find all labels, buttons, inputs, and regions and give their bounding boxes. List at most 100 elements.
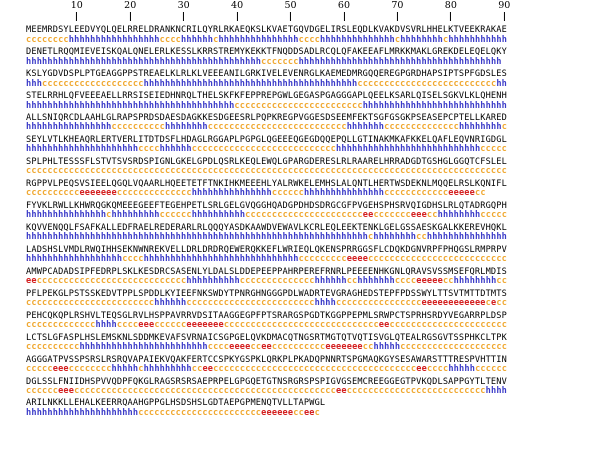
ss-run-h: hhhhhh bbox=[154, 298, 187, 309]
ss-run-c: cccccccccccccccccccccc bbox=[245, 210, 363, 221]
ss-run-c: cccccc bbox=[271, 188, 304, 199]
ss-run-c: cccc bbox=[159, 34, 182, 45]
sequence-block: KQVVENQQLFSAFKALLEDFRAELREDERARLRLQQQYAS… bbox=[26, 223, 592, 243]
ss-run-c: cccccc bbox=[26, 386, 59, 397]
ss-run-e: eeeee bbox=[448, 188, 475, 199]
ss-run-h: hhhhhhhhhhhhhhhhhhhhh bbox=[26, 144, 139, 155]
secondary-structure-row: cccccccccccccccccccccccchhhhhh cccccccccc… bbox=[26, 298, 592, 309]
ss-run-h: hhh bbox=[26, 78, 43, 89]
ss-run-c: c bbox=[213, 34, 219, 45]
ss-run-h: hhhhhhhhhhhhhhh bbox=[426, 232, 508, 243]
ruler-tick-90: 90 bbox=[498, 0, 510, 21]
secondary-structure-row: cccccccccchhhhhhhhhhhhhhhhhhhhhhhhccccee… bbox=[26, 342, 592, 353]
secondary-structure-row: ccccceeecccccccchhhhhchhhhhhhhhcceeccccc… bbox=[26, 364, 592, 375]
ss-run-c: cccccccccccc bbox=[384, 188, 449, 199]
ss-run-e: eeeeeee bbox=[325, 342, 363, 353]
ss-run-c: cccccccccccccc bbox=[116, 188, 192, 199]
ss-run-c: cccccccccccccccccccccccc bbox=[234, 100, 363, 111]
sequence-block: DGLSSLFNIIDHSPVVQDPFQKGLRAGSRSRSAEPRPELG… bbox=[26, 377, 592, 397]
ss-run-e: eeeeeeeeeeee bbox=[421, 298, 486, 309]
ss-run-h: hhhhhh bbox=[159, 144, 192, 155]
ss-run-h: hhhhhh bbox=[181, 34, 214, 45]
sequence-block: FYVKLRWLLKHWRQGKQMEEEGEEFTEGEHPETLSRLGEL… bbox=[26, 201, 592, 221]
ruler-tick-mark bbox=[396, 12, 398, 21]
ss-run-c: cccc bbox=[394, 276, 417, 287]
ss-run-h: hhhhhhh bbox=[346, 122, 385, 133]
ss-run-c: cccccccccccccccccccccccccc bbox=[368, 254, 508, 265]
secondary-structure-row: hhhhhhhhhhhhhhhhhhhhhhhhhhhhhhhhhhhhhhhh… bbox=[26, 56, 592, 68]
ss-run-c: cccc bbox=[122, 254, 144, 265]
ss-run-c: ccccccccccccccccccccccc bbox=[138, 408, 262, 419]
amino-acid-sequence-row: PFLPEKGLPSTSSKEDVTPPLSPDDLKYIEEFNKSWDYTP… bbox=[26, 288, 507, 299]
sequence-block: RGPPVLPEQSVSIEELQGQLVQAARLHQEETETFTNKIHK… bbox=[26, 178, 592, 199]
ss-run-c: cccccccccccccccccccccc bbox=[389, 320, 508, 331]
ss-run-e: ee bbox=[378, 320, 390, 331]
ss-run-h: hhhhhhhhhhhhhhh bbox=[26, 210, 107, 221]
ss-run-c: cccccccc bbox=[68, 364, 112, 375]
ss-run-c: cccccccccccccccccccccccccc bbox=[357, 78, 497, 89]
ss-run-h: hhhhhhhhhhhhhhhhhhhhhhhhhhhhhhhhhhhhhhh bbox=[26, 100, 235, 111]
secondary-structure-row: cccccceeeccccccccccccccccccccccccccccccc… bbox=[26, 386, 592, 397]
ss-run-c: cccccc bbox=[475, 364, 508, 375]
sequence-block: STELRRHLQFVEEEAELLRRSISEIEDHNRQLTHELSKFK… bbox=[26, 91, 592, 112]
sequence-block: SPLPHLTESSSFLSTVTSVSRDSPIGNLGKELGPDLQSRL… bbox=[26, 157, 592, 177]
ss-run-c: cccccccccccccccccccccccccccc bbox=[36, 276, 187, 287]
ss-run-c: cc bbox=[293, 408, 304, 419]
ss-run-h: hhhhhhhhhh bbox=[186, 276, 240, 287]
ss-run-h: hhhhhhhh bbox=[164, 122, 208, 133]
ss-run-c: cc bbox=[475, 188, 486, 199]
ss-run-h: hhhhh bbox=[448, 364, 476, 375]
ss-run-c: ccccccccc bbox=[298, 254, 347, 265]
sequence-block: DENETLRQQMIEVEISKQALQNELERLKESSLKRRSTREM… bbox=[26, 46, 592, 68]
secondary-structure-row: cccccccccccccccccccccccccccccccccccccccc… bbox=[26, 167, 592, 177]
ss-run-h: hhhhhhhhhhh bbox=[448, 34, 508, 45]
ss-run-c: c bbox=[138, 364, 144, 375]
ss-run-c: cc bbox=[496, 276, 508, 287]
ruler-tick-30: 30 bbox=[178, 0, 190, 21]
ss-run-c: cccccc bbox=[154, 320, 187, 331]
ss-run-c: ccccccc bbox=[261, 56, 299, 67]
ss-run-c: cccccccccccccccccccccccccc bbox=[346, 386, 486, 397]
ss-run-h: hhhhhh bbox=[314, 276, 347, 287]
ss-run-h: hhhhhhhh bbox=[400, 34, 443, 45]
ss-run-c: cc bbox=[250, 342, 262, 353]
ss-run-h: hhhhhhhhhhhhhhhh bbox=[26, 122, 112, 133]
ss-run-c: ccccc bbox=[26, 364, 53, 375]
ss-run-h: hhhhhhhhhhhhhhhhhhhhhhhhhhhhhhhhhhhhhhhh bbox=[143, 78, 358, 89]
amino-acid-sequence-row: AGGGATPVSSPSRSLRSRQVAPAIEKVQAKFERTCCSPKY… bbox=[26, 354, 507, 365]
sequence-block: AMWPCADADSIPFEDRPLSKLKESDRCSASENLYLDALSL… bbox=[26, 267, 592, 287]
ruler-tick-mark bbox=[236, 12, 238, 21]
ss-run-c: ccccc bbox=[480, 210, 508, 221]
ss-run-h: hhhh bbox=[95, 320, 117, 331]
ruler-tick-mark bbox=[290, 12, 292, 21]
amino-acid-sequence-row: RGPPVLPEQSVSIEELQGQLVQAARLHQEETETFTNKIHK… bbox=[26, 178, 507, 189]
secondary-structure-row: ccccccccccccchhhhcccceeecccccceeeeeeeccc… bbox=[26, 320, 592, 331]
ss-run-c: c bbox=[442, 34, 449, 45]
ss-run-e: ee bbox=[26, 276, 37, 287]
ss-run-h: hhhhhhhhhhhhhhhhh bbox=[68, 34, 160, 45]
amino-acid-sequence-row: MEEMRDSYLEEDVYQLQELRRELDRANKNCRILQYRLRKA… bbox=[26, 25, 507, 35]
ss-run-h: hhhhhhhhhhhhhhhhhhhhhhhhhhh bbox=[362, 100, 507, 111]
ss-run-e: eeeee bbox=[416, 276, 443, 287]
secondary-structure-row: hhhhhhhhhhhhhhhhhhhhhhhhhhhhhhhhhhhhhhhc… bbox=[26, 100, 592, 112]
ruler-tick-50: 50 bbox=[284, 0, 297, 21]
ss-run-c: cccc bbox=[426, 364, 449, 375]
secondary-structure-row: hhhhhhhhhhhhhhhhhhcccchhhhhhhhhhhhhhhhhh… bbox=[26, 254, 592, 265]
ss-run-c: c bbox=[106, 210, 112, 221]
ss-run-h: hhhhhhhhhhhhhhhhhhhhhhhhhhhhhhhhhhhhhhhh… bbox=[26, 56, 262, 67]
ss-run-e: eee bbox=[410, 210, 427, 221]
ss-run-c: ccccccccccccc bbox=[26, 320, 96, 331]
ss-run-c: cccccccccccccccccccccccc bbox=[26, 298, 155, 309]
ss-run-c: cc bbox=[191, 364, 203, 375]
ss-run-c: cccccccccccccccccccccccccccccccccccccc bbox=[213, 364, 417, 375]
ruler-tick-label: 10 bbox=[70, 0, 83, 11]
ss-run-e: eeeeeee bbox=[186, 320, 224, 331]
ss-run-c: cccccccccccccccccccccccccccccccccccccccc… bbox=[74, 386, 336, 397]
amino-acid-sequence-row: DENETLRQQMIEVEISKQALQNELERLKESSLKRRSTREM… bbox=[26, 46, 507, 57]
ruler-tick-70: 70 bbox=[391, 0, 403, 21]
ss-run-c: cccccccccccccccc bbox=[336, 298, 422, 309]
ruler-tick-60: 60 bbox=[338, 0, 350, 21]
ruler-tick-label: 20 bbox=[124, 0, 137, 11]
ss-run-c: ccccc bbox=[480, 144, 508, 155]
ss-run-h: hhhhhhhhhhhhhh bbox=[320, 34, 395, 45]
